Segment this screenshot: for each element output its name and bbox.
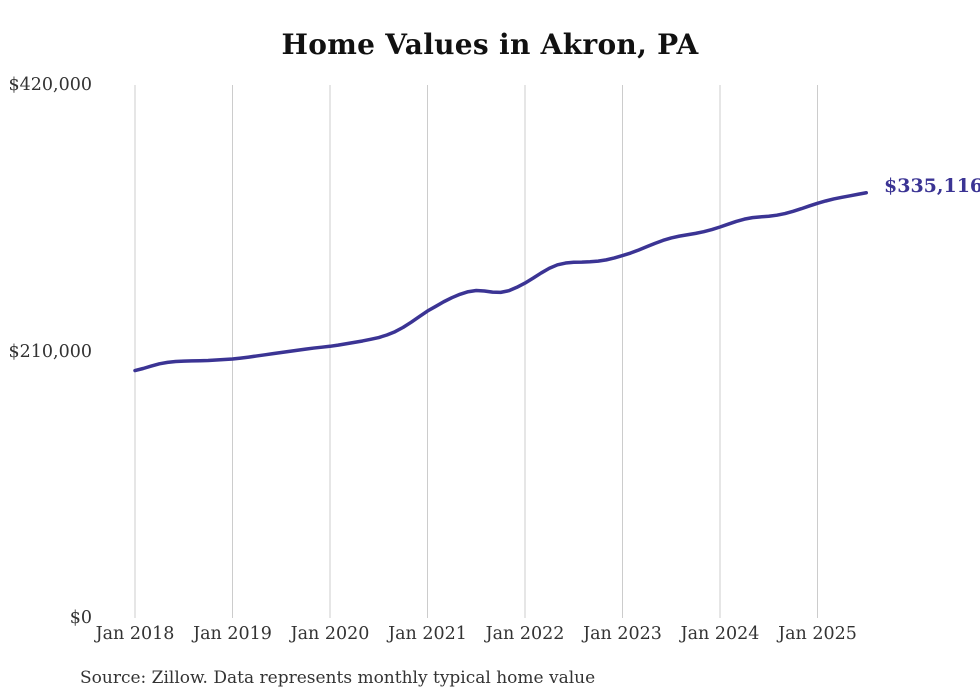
x-tick-label: Jan 2024 bbox=[680, 624, 760, 644]
x-tick-label: Jan 2018 bbox=[95, 624, 175, 644]
x-tick-label: Jan 2021 bbox=[388, 624, 467, 644]
y-tick-label: $0 bbox=[69, 608, 92, 628]
end-value-label: $335,116 bbox=[884, 174, 980, 197]
x-tick-label: Jan 2025 bbox=[778, 624, 857, 644]
source-note: Source: Zillow. Data represents monthly … bbox=[80, 668, 596, 688]
y-tick-label: $210,000 bbox=[8, 341, 92, 362]
x-tick-label: Jan 2020 bbox=[290, 624, 370, 644]
x-tick-label: Jan 2023 bbox=[583, 624, 662, 644]
chart-title: Home Values in Akron, PA bbox=[281, 28, 699, 61]
home-value-line bbox=[133, 190, 868, 373]
x-tick-label: Jan 2022 bbox=[485, 624, 565, 644]
x-tick-label: Jan 2019 bbox=[193, 624, 272, 644]
y-tick-label: $420,000 bbox=[8, 75, 92, 95]
